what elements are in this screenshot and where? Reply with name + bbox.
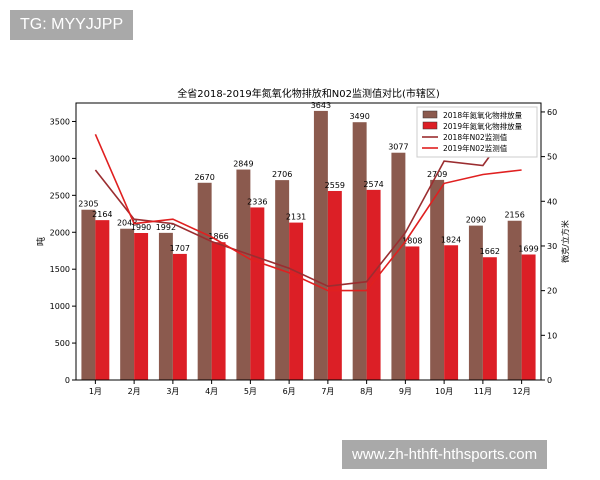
bar-2-1	[95, 220, 110, 380]
x-tick-label: 12月	[513, 387, 531, 396]
bar-2-9	[405, 246, 420, 380]
x-tick-label: 2月	[128, 387, 141, 396]
bar-value-label: 1699	[518, 245, 538, 254]
watermark-top: TG: MYYJJPP	[10, 10, 134, 40]
y-tick-label: 2500	[50, 191, 70, 200]
bar-1-9	[391, 152, 406, 380]
bar-value-label: 1662	[480, 247, 500, 256]
legend-label-4: 2019年N02监测值	[443, 143, 508, 153]
bar-value-label: 1808	[402, 236, 422, 245]
x-tick-label: 5月	[244, 387, 257, 396]
y2-tick-label: 30	[547, 242, 557, 251]
chart-title: 全省2018-2019年氮氧化物排放和N02监测值对比(市辖区)	[177, 87, 440, 100]
bar-2-6	[289, 222, 304, 380]
bar-value-label: 2131	[286, 213, 306, 222]
y2-axis-label: 微克/立方米	[560, 220, 570, 263]
x-tick-label: 10月	[435, 387, 453, 396]
x-tick-label: 6月	[283, 387, 296, 396]
bar-value-label: 1866	[208, 232, 228, 241]
y-axis-label: 吨	[35, 237, 47, 246]
y2-tick-label: 10	[547, 331, 557, 340]
bar-1-5	[236, 169, 251, 380]
legend-swatch-1	[422, 110, 438, 119]
y-tick-label: 500	[55, 339, 70, 348]
y-tick-label: 3000	[50, 154, 70, 163]
watermark-bottom: www.zh-hthft-hthsports.com	[342, 440, 548, 469]
legend-label-2: 2019年氮氧化物排放量	[443, 121, 523, 131]
bar-value-label: 2336	[247, 197, 267, 206]
bar-2-5	[250, 207, 265, 380]
bar-1-6	[275, 180, 290, 380]
bar-value-label: 2156	[504, 211, 524, 220]
legend-label-3: 2018年N02监测值	[443, 132, 508, 142]
line-series-2	[94, 133, 522, 292]
bar-value-label: 2559	[325, 181, 345, 190]
bar-2-2	[134, 233, 149, 380]
bar-2-10	[444, 245, 459, 380]
bar-1-4	[197, 182, 212, 380]
bar-1-11	[468, 225, 483, 380]
y-tick-label: 0	[65, 376, 70, 385]
y2-tick-label: 50	[547, 153, 557, 162]
bar-value-label: 1990	[131, 223, 151, 232]
bar-1-1	[81, 209, 96, 380]
x-tick-label: 1月	[89, 387, 102, 396]
bar-2-3	[172, 253, 187, 380]
line-series-1	[94, 111, 523, 288]
x-tick-label: 9月	[399, 387, 412, 396]
plot-frame	[75, 102, 542, 381]
x-tick-label: 8月	[360, 387, 373, 396]
bar-1-10	[430, 179, 445, 380]
bar-value-label: 1992	[156, 223, 176, 232]
x-tick-label: 7月	[321, 387, 334, 396]
bar-2-11	[482, 257, 497, 380]
y-tick-label: 1000	[50, 302, 70, 311]
y-tick-label: 1500	[50, 265, 70, 274]
y2-tick-label: 0	[547, 376, 552, 385]
bar-value-label: 2090	[466, 216, 486, 225]
bar-value-label: 2706	[272, 170, 292, 179]
bar-value-label: 3490	[349, 112, 369, 121]
bar-value-label: 2849	[233, 160, 253, 169]
bar-1-7	[313, 110, 328, 380]
bar-1-8	[352, 122, 367, 381]
y-tick-label: 3500	[50, 117, 70, 126]
x-tick-label: 3月	[166, 387, 179, 396]
legend-label-1: 2018年氮氧化物排放量	[443, 110, 523, 120]
y-tick-label: 2000	[50, 228, 70, 237]
x-tick-label: 11月	[474, 387, 492, 396]
bar-value-label: 2164	[92, 210, 112, 219]
bar-1-2	[120, 228, 135, 380]
bar-2-8	[366, 189, 381, 380]
bar-value-label: 2305	[78, 200, 98, 209]
bar-value-label: 2670	[194, 173, 214, 182]
x-tick-label: 4月	[205, 387, 218, 396]
bar-1-12	[507, 220, 522, 380]
y2-tick-label: 60	[547, 108, 557, 117]
bar-2-4	[211, 242, 226, 380]
bar-value-label: 1824	[441, 235, 461, 244]
bar-value-label: 3077	[388, 143, 408, 152]
y2-tick-label: 40	[547, 197, 557, 206]
bar-value-label: 1707	[170, 244, 190, 253]
y2-tick-label: 20	[547, 287, 557, 296]
bar-2-12	[521, 254, 536, 380]
bar-value-label: 2048	[117, 219, 137, 228]
bar-value-label: 2574	[363, 180, 383, 189]
legend-swatch-2	[422, 121, 438, 130]
bar-1-3	[158, 232, 173, 380]
bar-value-label: 3643	[311, 101, 331, 110]
